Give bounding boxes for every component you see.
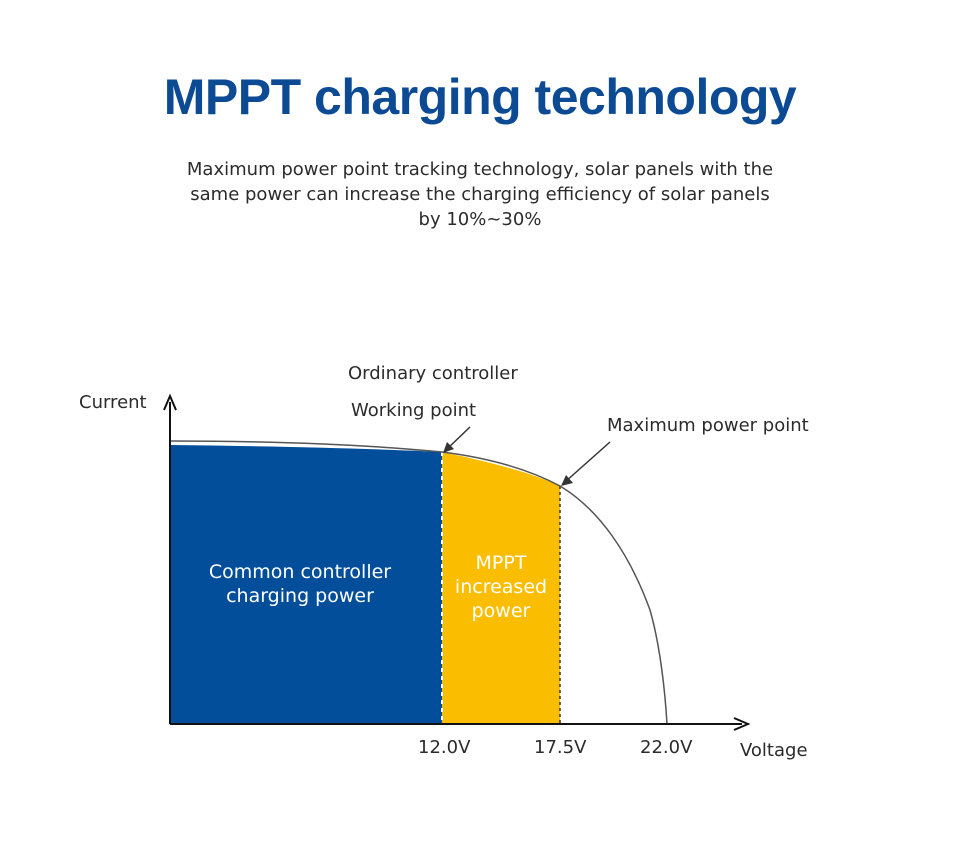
mppt-power-region bbox=[442, 452, 560, 724]
y-axis-arrow bbox=[163, 393, 177, 411]
common-power-region bbox=[170, 445, 442, 724]
max-power-point-label: Maximum power point bbox=[607, 415, 809, 436]
ordinary-controller-label: Ordinary controller bbox=[348, 363, 518, 384]
tick-17-5v: 17.5V bbox=[534, 737, 587, 758]
tick-22v: 22.0V bbox=[640, 737, 693, 758]
mppt-region-label: MPPT increased power bbox=[454, 552, 548, 622]
x-axis-label: Voltage bbox=[740, 740, 808, 761]
working-point-label: Working point bbox=[351, 400, 477, 421]
x-axis-arrow bbox=[733, 717, 751, 731]
common-region-label: Common controller charging power bbox=[208, 561, 392, 607]
tick-12v: 12.0V bbox=[418, 737, 471, 758]
max-power-arrowhead bbox=[561, 475, 573, 486]
page-title: MPPT charging technology bbox=[163, 69, 797, 125]
iv-curve bbox=[169, 440, 668, 725]
working-point-arrowhead bbox=[443, 442, 454, 453]
subtitle: Maximum power point tracking technology,… bbox=[186, 159, 774, 230]
y-axis-label: Current bbox=[79, 392, 147, 413]
max-power-arrow bbox=[564, 441, 611, 483]
